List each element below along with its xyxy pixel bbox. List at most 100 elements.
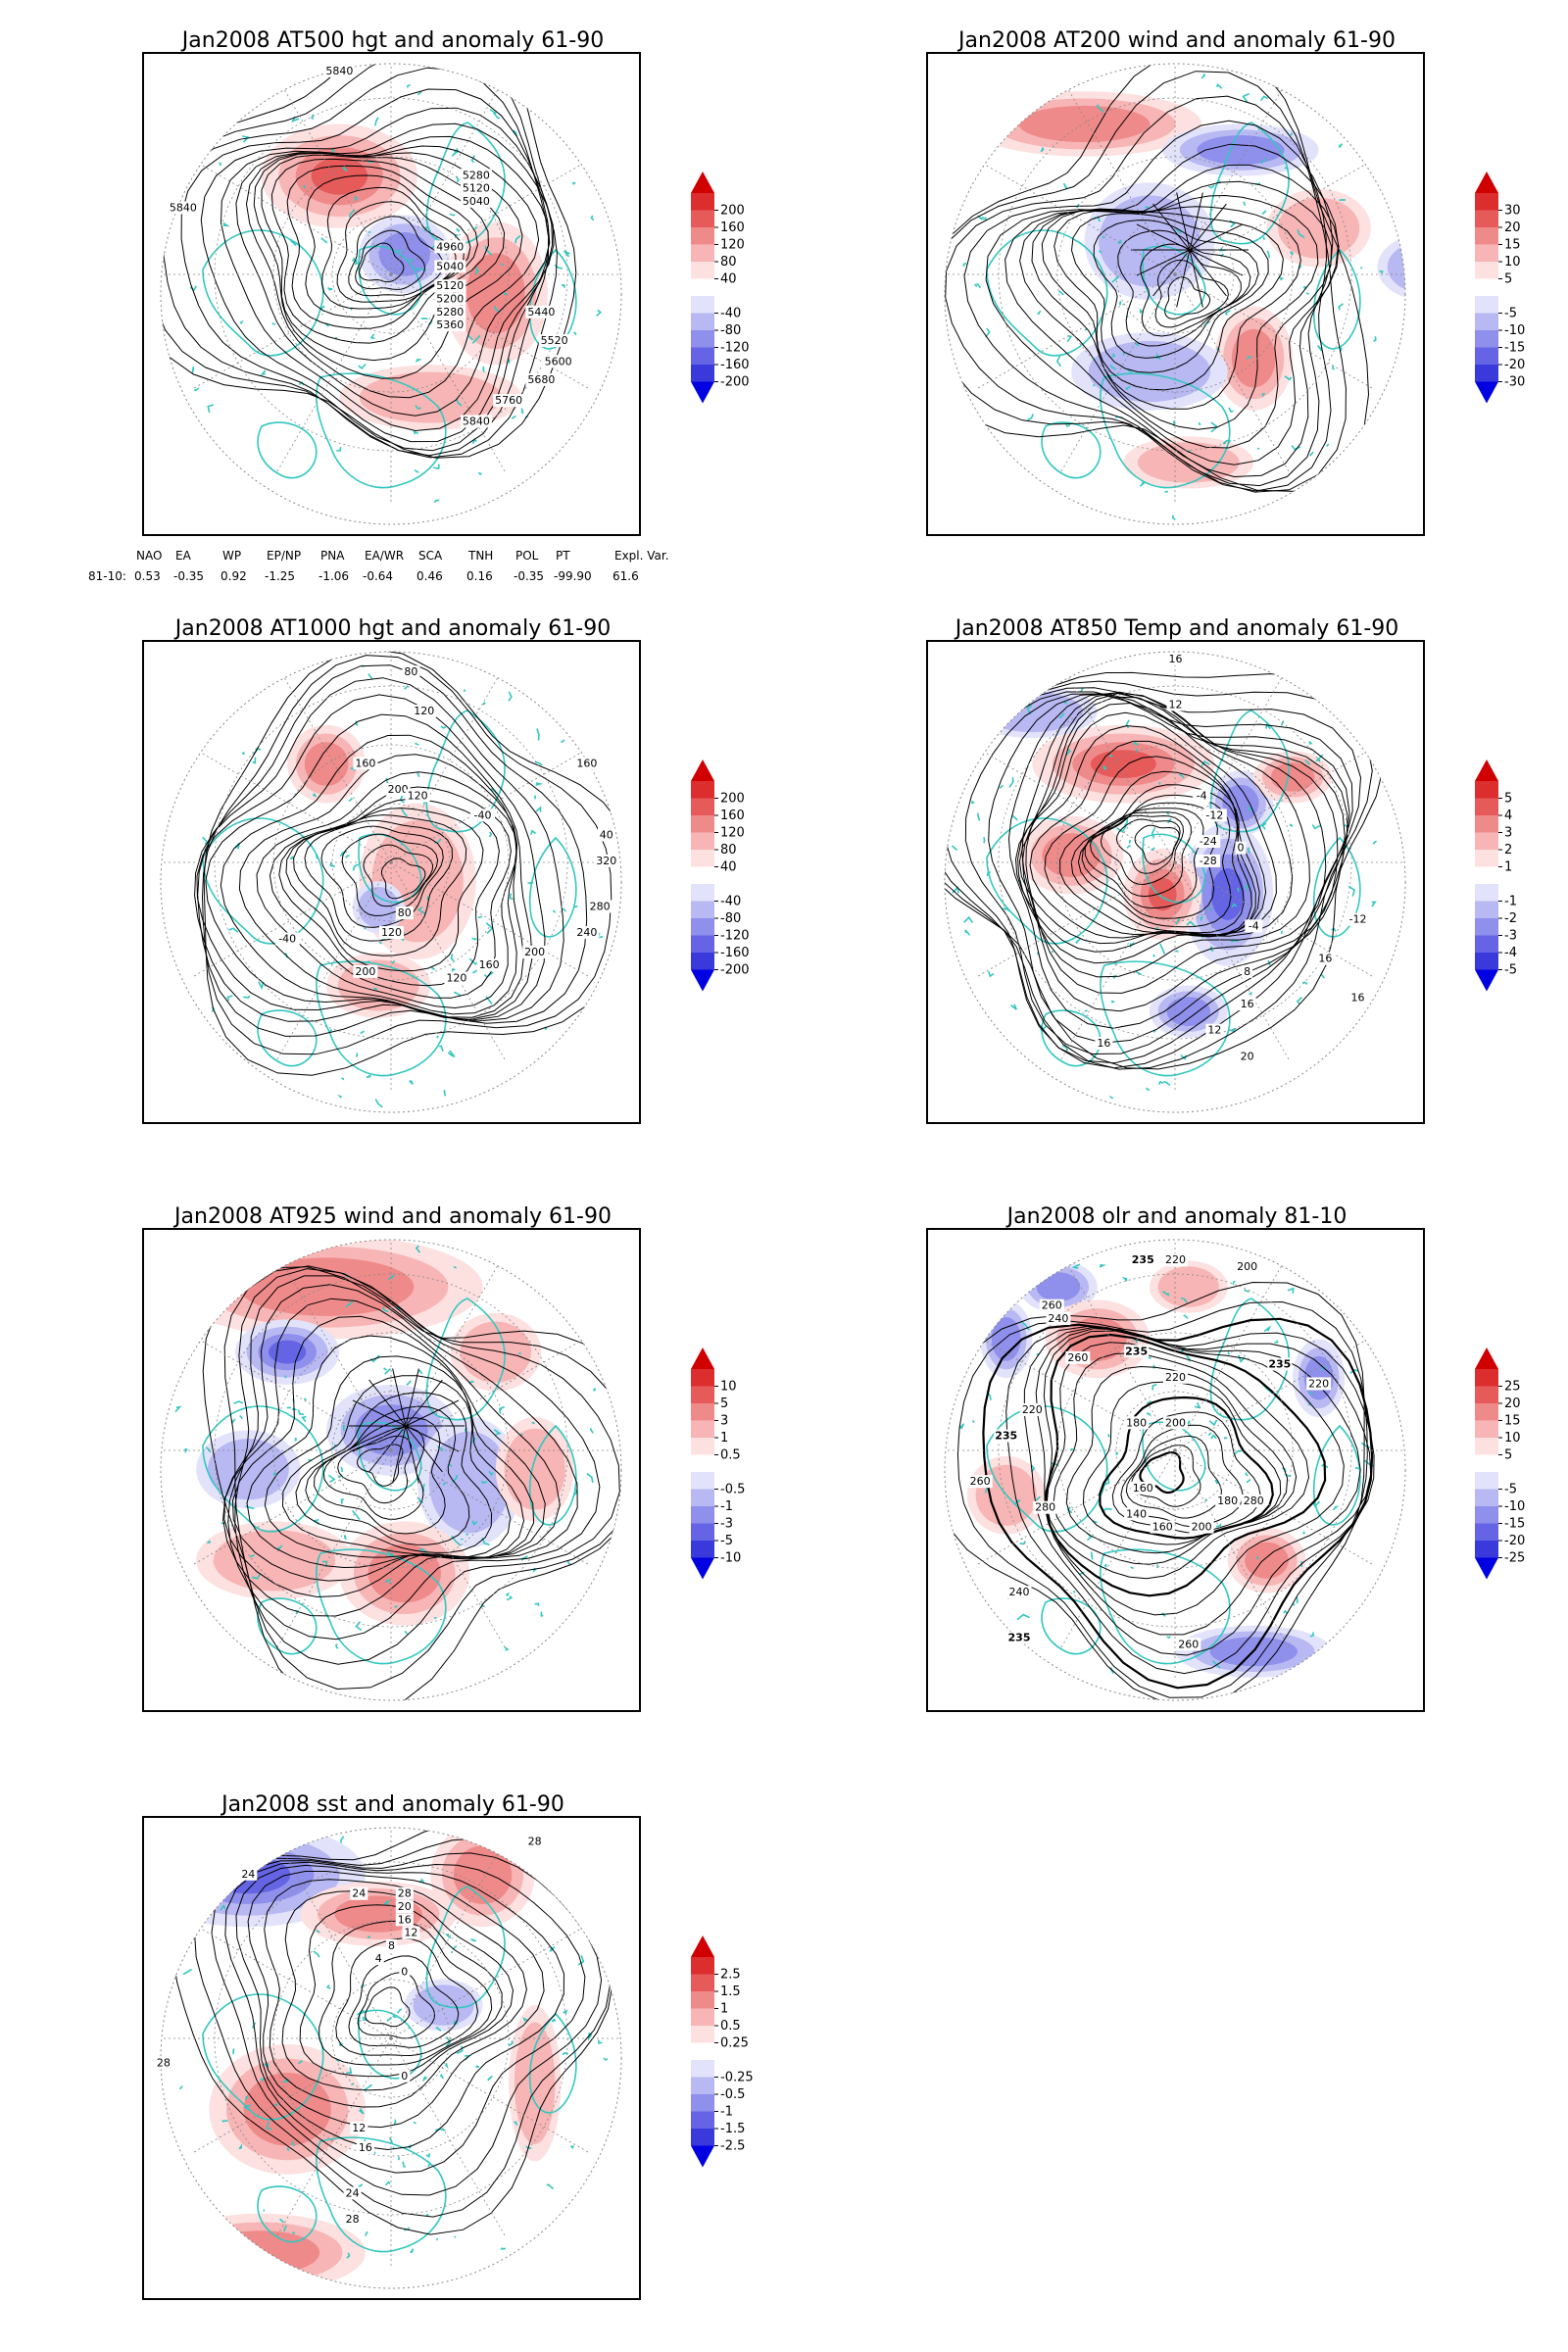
- legend-swatch: [1475, 1403, 1498, 1421]
- contour-label-bg: [402, 1926, 420, 1939]
- positive-anomaly-region: [460, 1321, 532, 1383]
- contour-label: 12: [352, 2122, 366, 2134]
- contour-label: 5840: [463, 415, 490, 427]
- legend-label: 200: [720, 204, 745, 219]
- contour-label: 120: [381, 926, 402, 939]
- legend-arrow-up: [1475, 1348, 1498, 1369]
- teleconnection-header: EA: [175, 549, 191, 563]
- legend-label: -1.5: [720, 2122, 745, 2136]
- legend-swatch: [1475, 1489, 1498, 1506]
- positive-anomaly-region: [368, 1544, 441, 1603]
- contour-label: 200: [388, 783, 409, 796]
- contour-label-bg: [1267, 1357, 1293, 1371]
- legend-arrow-up: [691, 760, 714, 781]
- legend-label: 1: [1504, 860, 1512, 875]
- negative-anomaly-region: [991, 1316, 1021, 1361]
- legend-swatch: [691, 2008, 714, 2026]
- legend-label: 2: [1504, 843, 1512, 858]
- legend-swatch: [1475, 313, 1498, 330]
- contour-label-bg: [167, 201, 199, 215]
- contour-label: 12: [1169, 698, 1183, 710]
- color-legend: 5 4 3 2 1 -1 -2 -3 -4 -5: [1471, 760, 1549, 1004]
- legend-swatch: [1475, 850, 1498, 867]
- legend-label: 20: [1504, 220, 1521, 235]
- contour-label: 12: [404, 1927, 417, 1939]
- contour-label-bg: [470, 808, 496, 822]
- contour-label-bg: [1163, 1416, 1188, 1430]
- map-boundary: [160, 1827, 622, 2289]
- contour-label: 235: [1132, 1253, 1154, 1266]
- contour-label-bg: [1241, 1494, 1266, 1508]
- legend-label: 4: [1504, 808, 1512, 823]
- legend-label: -5: [720, 1534, 733, 1548]
- teleconnection-value: -1.25: [265, 569, 296, 583]
- polar-map-olr: 235 2202002602402602352202001801601401601…: [944, 1239, 1406, 1701]
- legend-label: -160: [720, 946, 750, 960]
- legend-label: -0.5: [720, 2087, 745, 2102]
- legend-label: -0.5: [720, 1483, 745, 1497]
- contour-label: 5440: [527, 306, 555, 318]
- contour-label: 28: [528, 1836, 542, 1848]
- teleconnection-value: 0.92: [220, 569, 247, 583]
- contour-label-bg: [525, 372, 558, 386]
- contour-label-bg: [1039, 1298, 1064, 1312]
- legend-label: 10: [1504, 1431, 1521, 1446]
- polar-map-at925: [160, 1239, 622, 1701]
- legend-swatch: [1475, 815, 1498, 833]
- lat-lon-grid: [945, 1240, 1405, 1681]
- contour-label-bg: [399, 1965, 411, 1979]
- contour-label-bg: [1095, 1036, 1113, 1050]
- contour-label-bg: [399, 2069, 411, 2082]
- legend-label: 5: [1504, 792, 1512, 807]
- legend-label: -40: [720, 307, 741, 321]
- contour-label: 16: [1318, 953, 1332, 965]
- contour-label: 240: [576, 926, 597, 939]
- positive-anomaly-region: [1278, 197, 1360, 259]
- contour-label-bg: [597, 828, 615, 842]
- teleconnection-value: 0.46: [416, 569, 443, 583]
- contour-label: 5120: [436, 279, 464, 292]
- contour-label: 200: [355, 965, 375, 978]
- contour-label: 280: [590, 900, 611, 912]
- legend-swatch: [691, 884, 714, 902]
- teleconnection-value: -0.64: [363, 569, 394, 583]
- legend-swatch: [691, 850, 714, 867]
- contour-label: -40: [474, 808, 492, 821]
- contour-label-bg: [1130, 1253, 1155, 1267]
- contour-label-bg: [1019, 1403, 1045, 1417]
- legend-label: 20: [1504, 1396, 1521, 1411]
- contour-label-bg: [353, 964, 378, 978]
- contour-label: -4: [1197, 789, 1207, 802]
- positive-anomaly-region: [1231, 328, 1276, 388]
- legend-swatch: [691, 2094, 714, 2112]
- legend-swatch: [691, 1420, 714, 1438]
- legend-label: -10: [720, 1551, 741, 1566]
- contour-label-bg: [542, 355, 574, 368]
- legend-arrow-up: [1475, 172, 1498, 193]
- color-legend: 10 5 3 1 0.5 -0.5 -1 -3 -5 -10: [687, 1348, 765, 1592]
- contour-label-bg: [1124, 1507, 1150, 1521]
- teleconnection-value: -99.90: [554, 569, 592, 583]
- contour-label-bg: [522, 945, 548, 958]
- legend-swatch: [691, 2026, 714, 2043]
- legend-swatch: [691, 1438, 714, 1455]
- legend-label: 10: [1504, 255, 1521, 270]
- legend-swatch: [1475, 1369, 1498, 1387]
- negative-anomaly-region: [1036, 1272, 1081, 1302]
- legend-swatch: [1475, 227, 1498, 245]
- contour-label: 16: [1097, 1037, 1110, 1050]
- map-boundary: [160, 1239, 622, 1701]
- color-legend: 2.5 1.5 1 0.5 0.25 -0.25 -0.5 -1 -1.5 -2.5: [687, 1936, 765, 2180]
- map-frame: 80 120 160 160 200 120 -40 40 320 280 240 200 160 120…: [142, 640, 641, 1124]
- contour-label: -12: [1205, 808, 1223, 821]
- panel-title: Jan2008 AT500 hgt and anomaly 61-90: [181, 28, 605, 53]
- legend-swatch: [691, 1974, 714, 1991]
- contour-label: -24: [1200, 835, 1217, 848]
- legend-swatch: [691, 210, 714, 227]
- legend-swatch: [1475, 262, 1498, 279]
- contour-label: 12: [1207, 1024, 1221, 1037]
- contour-label-bg: [343, 2186, 362, 2200]
